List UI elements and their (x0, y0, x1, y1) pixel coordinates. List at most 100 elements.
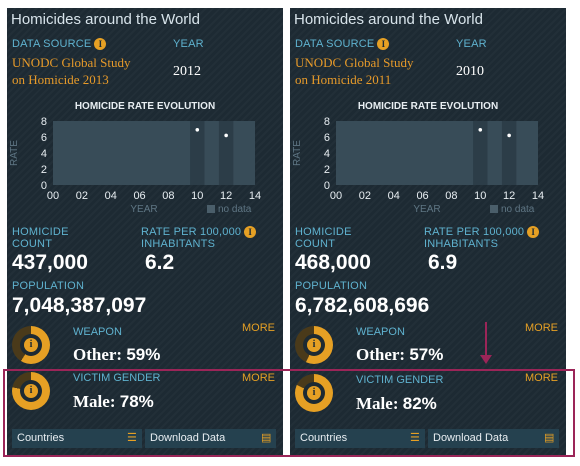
victim-gender-value: Male: 82% (356, 394, 437, 413)
weapon-donut[interactable]: i (12, 326, 50, 364)
stats-panel-right: Homicides around the World DATA SOURCE i … (290, 8, 566, 456)
x-tick-label: 06 (416, 190, 428, 202)
rate-value: 6.2 (145, 251, 175, 274)
chart-title: HOMICIDE RATE EVOLUTION (357, 101, 499, 112)
victim-gender-value: Male: 78% (73, 392, 154, 411)
annotation-arrow (485, 322, 487, 358)
legend-label: no data (501, 204, 535, 215)
data-point (195, 128, 200, 132)
population-label: POPULATION (12, 280, 85, 292)
x-tick-label: 08 (445, 190, 457, 202)
document-icon: ▤ (261, 432, 272, 444)
x-tick-label: 08 (162, 190, 174, 202)
homicide-count-value: 437,000 (12, 251, 88, 274)
y-tick-label: 8 (41, 116, 47, 128)
panel-title: Homicides around the World (294, 11, 483, 28)
y-axis-label: RATE (9, 140, 20, 166)
rate-label: RATE PER 100,000 i INHABITANTS (141, 226, 257, 250)
y-tick-label: 6 (324, 132, 330, 144)
weapon-more-link[interactable]: MORE (525, 322, 558, 334)
rate-label: RATE PER 100,000 i INHABITANTS (424, 226, 540, 250)
victim-gender-label: VICTIM GENDER (73, 372, 161, 384)
population-label: POPULATION (295, 280, 368, 292)
info-icon: i (24, 384, 38, 398)
no-data-band (204, 121, 219, 185)
data-point (507, 133, 511, 138)
info-icon: i (24, 338, 38, 352)
download-data-button[interactable]: Download Data ▤ (428, 429, 559, 448)
y-tick-label: 2 (324, 164, 330, 176)
no-data-band (516, 121, 538, 185)
no-data-band (53, 121, 191, 185)
x-axis-label: YEAR (130, 204, 157, 215)
weapon-value: Other: 57% (356, 345, 444, 364)
victim-gender-highlight-box (3, 369, 575, 457)
victim-gender-label: VICTIM GENDER (356, 374, 444, 386)
homicide-count-label: HOMICIDE COUNT (295, 226, 352, 250)
x-tick-label: 04 (388, 190, 400, 202)
y-tick-label: 8 (324, 116, 330, 128)
data-source-label: DATA SOURCE i (295, 38, 390, 51)
data-point (478, 128, 483, 132)
data-source-label: DATA SOURCE i (12, 38, 107, 51)
y-tick-label: 4 (41, 148, 47, 160)
y-tick-label: 2 (41, 164, 47, 176)
x-tick-label: 06 (133, 190, 145, 202)
population-value: 7,048,387,097 (12, 294, 147, 317)
weapon-value: Other: 59% (73, 345, 161, 364)
y-tick-label: 4 (324, 148, 330, 160)
stats-panel-left: Homicides around the World DATA SOURCE i … (7, 8, 283, 456)
x-tick-label: 10 (474, 190, 486, 202)
year-value: 2010 (456, 64, 484, 79)
victim-gender-donut[interactable]: i (12, 372, 50, 410)
weapon-label: WEAPON (73, 326, 122, 338)
year-value: 2012 (173, 64, 201, 79)
weapon-more-link[interactable]: MORE (242, 322, 275, 334)
no-data-band (233, 121, 255, 185)
countries-button[interactable]: Countries ☰ (12, 429, 142, 448)
info-icon: i (307, 338, 321, 352)
info-icon: i (307, 386, 321, 400)
x-tick-label: 12 (503, 190, 515, 202)
download-data-button[interactable]: Download Data ▤ (145, 429, 276, 448)
x-tick-label: 04 (105, 190, 117, 202)
data-point (224, 133, 228, 138)
list-icon: ☰ (127, 432, 137, 444)
chart-title: HOMICIDE RATE EVOLUTION (74, 101, 216, 112)
countries-button[interactable]: Countries ☰ (295, 429, 425, 448)
info-icon[interactable]: i (377, 38, 390, 51)
document-icon: ▤ (544, 432, 555, 444)
x-tick-label: 14 (532, 190, 544, 202)
x-tick-label: 00 (47, 190, 59, 202)
homicide-count-value: 468,000 (295, 251, 371, 274)
x-tick-label: 02 (359, 190, 371, 202)
y-tick-label: 0 (324, 180, 330, 192)
annotation-arrow-head (480, 355, 492, 364)
year-label: YEAR (456, 38, 487, 50)
info-icon[interactable]: i (94, 38, 107, 51)
x-tick-label: 14 (249, 190, 261, 202)
y-tick-label: 0 (41, 180, 47, 192)
population-value: 6,782,608,696 (295, 294, 430, 317)
weapon-label: WEAPON (356, 326, 405, 338)
info-icon[interactable]: i (527, 226, 540, 239)
victim-gender-donut[interactable]: i (295, 374, 333, 412)
legend-swatch (490, 205, 498, 213)
x-tick-label: 12 (220, 190, 232, 202)
data-source-link[interactable]: UNODC Global Study on Homicide 2011 (295, 55, 414, 87)
info-icon[interactable]: i (244, 226, 257, 239)
x-tick-label: 00 (330, 190, 342, 202)
list-icon: ☰ (410, 432, 420, 444)
y-axis-label: RATE (292, 140, 303, 166)
victim-gender-more-link[interactable]: MORE (242, 372, 275, 384)
x-axis-label: YEAR (413, 204, 440, 215)
y-tick-label: 6 (41, 132, 47, 144)
data-source-link[interactable]: UNODC Global Study on Homicide 2013 (12, 55, 131, 87)
legend-label: no data (218, 204, 252, 215)
victim-gender-more-link[interactable]: MORE (525, 372, 558, 384)
homicide-count-label: HOMICIDE COUNT (12, 226, 69, 250)
weapon-donut[interactable]: i (295, 326, 333, 364)
panel-title: Homicides around the World (11, 11, 200, 28)
